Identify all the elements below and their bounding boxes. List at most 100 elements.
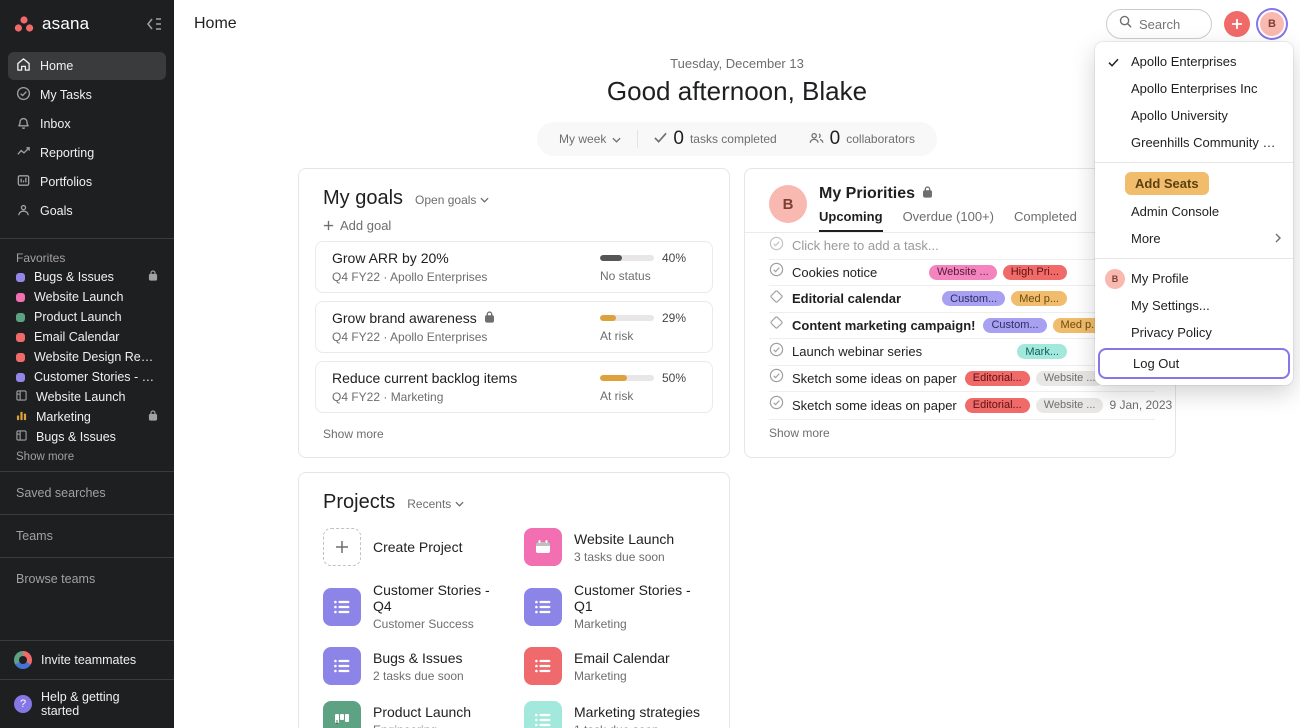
circle-check-icon[interactable] (769, 395, 784, 415)
my-week-dropdown[interactable]: My week (543, 132, 637, 146)
menu-item-more[interactable]: More (1095, 225, 1293, 252)
diamond-milestone-icon[interactable] (769, 315, 784, 335)
sidebar: asana Home My Tasks Inbox Reporting (0, 0, 174, 728)
sidebar-footer: Invite teammates ? Help & getting starte… (0, 640, 174, 728)
priority-tag[interactable]: Med p... (1052, 317, 1109, 333)
saved-searches-header[interactable]: Saved searches (16, 486, 106, 500)
list-icon (524, 587, 562, 626)
recents-filter[interactable]: Recents (407, 497, 464, 511)
favorite-customer-stories-q4[interactable]: Customer Stories - Q4 (8, 367, 166, 387)
project-tile-customer-stories-q4[interactable]: Customer Stories - Q4 Customer Success (323, 582, 504, 631)
priority-tag[interactable]: High Pri... (1002, 264, 1067, 280)
project-tag[interactable]: Editorial... (964, 397, 1030, 413)
create-button[interactable] (1224, 11, 1250, 37)
menu-item-apollo-enterprises-inc[interactable]: Apollo Enterprises Inc (1131, 81, 1258, 96)
goals-show-more[interactable]: Show more (323, 427, 384, 441)
goal-row-grow-arr[interactable]: Grow ARR by 20% Q4 FY22 · Apollo Enterpr… (315, 241, 713, 293)
menu-item-greenhills-community-centre[interactable]: Greenhills Community Centre (1131, 135, 1293, 150)
invite-teammates-button[interactable]: Invite teammates (0, 640, 174, 679)
teams-header[interactable]: Teams (16, 529, 53, 543)
sidebar-item-portfolios[interactable]: Portfolios (8, 168, 166, 196)
priority-tag[interactable]: Med p... (1011, 291, 1067, 307)
favorite-product-launch[interactable]: Product Launch (8, 307, 166, 327)
menu-item-privacy-policy[interactable]: Privacy Policy (1131, 325, 1212, 340)
favorite-bugs-issues[interactable]: Bugs & Issues (8, 267, 166, 287)
line-chart-icon (16, 144, 31, 162)
goal-row-brand-awareness[interactable]: Grow brand awareness Q4 FY22 · Apollo En… (315, 301, 713, 353)
project-tag[interactable]: Editorial... (964, 370, 1030, 386)
project-tag[interactable]: Mark... (1017, 344, 1067, 360)
project-tag[interactable]: Custom... (983, 317, 1047, 333)
browse-teams-link[interactable]: Browse teams (16, 572, 96, 586)
favorite-bugs-issues-board[interactable]: Bugs & Issues (8, 427, 166, 447)
task-row-content-marketing[interactable]: Content marketing campaign! Custom... Me… (769, 313, 1155, 339)
project-tag[interactable]: Website ... (1035, 397, 1104, 413)
sidebar-item-goals[interactable]: Goals (8, 197, 166, 225)
project-tile-product-launch[interactable]: Product Launch Engineering (323, 701, 504, 728)
tab-upcoming[interactable]: Upcoming (819, 209, 883, 232)
add-seats-button[interactable]: Add Seats (1125, 172, 1209, 195)
sidebar-item-my-tasks[interactable]: My Tasks (8, 81, 166, 109)
task-row-launch-webinar[interactable]: Launch webinar series Mark... (769, 339, 1155, 366)
project-tag[interactable]: Website ... (928, 264, 997, 280)
add-goal-button[interactable]: Add goal (299, 216, 729, 241)
menu-divider (1095, 162, 1293, 163)
circle-check-icon[interactable] (769, 368, 784, 388)
tab-completed[interactable]: Completed (1013, 209, 1077, 224)
stats-divider (637, 130, 639, 148)
favorite-website-launch-board[interactable]: Website Launch (8, 387, 166, 407)
sidebar-collapse-icon[interactable] (146, 17, 162, 31)
menu-item-log-out[interactable]: Log Out (1133, 356, 1180, 371)
search-box[interactable] (1106, 9, 1212, 39)
circle-check-icon[interactable] (769, 342, 784, 362)
favorite-website-design-requests[interactable]: Website Design Requ... (8, 347, 166, 367)
priorities-show-more[interactable]: Show more (769, 418, 1155, 446)
tab-overdue[interactable]: Overdue (100+) (902, 209, 994, 224)
project-tag[interactable]: Website ... (1035, 370, 1104, 386)
task-row-editorial-calendar[interactable]: Editorial calendar Custom... Med p... (769, 286, 1155, 313)
diamond-milestone-icon[interactable] (769, 289, 784, 309)
menu-item-admin-console[interactable]: Admin Console (1131, 204, 1220, 219)
projects-title: Projects (323, 491, 396, 513)
my-priorities-title: My Priorities (819, 185, 916, 202)
account-avatar[interactable]: B (1260, 12, 1284, 36)
menu-item-my-settings[interactable]: My Settings... (1131, 298, 1210, 313)
sidebar-item-home[interactable]: Home (8, 52, 166, 80)
help-getting-started-button[interactable]: ? Help & getting started (0, 679, 174, 728)
project-color-dot (16, 272, 25, 282)
menu-item-apollo-enterprises[interactable]: Apollo Enterprises (1095, 48, 1293, 75)
project-tile-bugs-issues[interactable]: Bugs & Issues 2 tasks due soon (323, 647, 504, 685)
favorite-marketing-dashboard[interactable]: Marketing (8, 407, 166, 427)
menu-item-apollo-university[interactable]: Apollo University (1131, 108, 1228, 123)
project-tile-customer-stories-q1[interactable]: Customer Stories - Q1 Marketing (524, 582, 705, 631)
sidebar-divider (0, 238, 174, 239)
add-task-row[interactable]: Click here to add a task... (769, 233, 1155, 260)
open-goals-filter[interactable]: Open goals (415, 193, 489, 207)
favorite-website-launch[interactable]: Website Launch (8, 287, 166, 307)
sidebar-item-inbox[interactable]: Inbox (8, 110, 166, 138)
task-row-sketch-ideas-2[interactable]: Sketch some ideas on paper Editorial... … (769, 392, 1172, 419)
sidebar-nav: Home My Tasks Inbox Reporting Portfolios… (0, 48, 174, 234)
project-tile-website-launch[interactable]: Website Launch 3 tasks due soon (524, 528, 705, 566)
favorites-show-more[interactable]: Show more (16, 451, 75, 463)
create-project-tile[interactable]: Create Project (323, 528, 504, 566)
project-tile-email-calendar[interactable]: Email Calendar Marketing (524, 647, 705, 685)
my-goals-title: My goals (323, 187, 404, 209)
task-row-cookies-notice[interactable]: Cookies notice Website ... High Pri... (769, 260, 1155, 286)
sidebar-header: asana (0, 0, 174, 48)
search-input[interactable] (1139, 16, 1203, 32)
project-tile-marketing-strategies[interactable]: Marketing strategies 1 task due soon (524, 701, 705, 728)
goal-row-reduce-backlog[interactable]: Reduce current backlog items Q4 FY22 · M… (315, 361, 713, 413)
project-color-dot (16, 372, 25, 382)
board-icon (323, 701, 361, 728)
favorites-header[interactable]: Favorites (16, 251, 66, 265)
project-tag[interactable]: Custom... (942, 291, 1006, 307)
menu-divider (1095, 258, 1293, 259)
sidebar-item-label: Goals (40, 204, 73, 218)
circle-check-icon[interactable] (769, 262, 784, 282)
sidebar-item-reporting[interactable]: Reporting (8, 139, 166, 167)
favorite-email-calendar[interactable]: Email Calendar (8, 327, 166, 347)
menu-item-my-profile[interactable]: B My Profile (1095, 265, 1293, 292)
profile-avatar: B (1105, 269, 1125, 289)
